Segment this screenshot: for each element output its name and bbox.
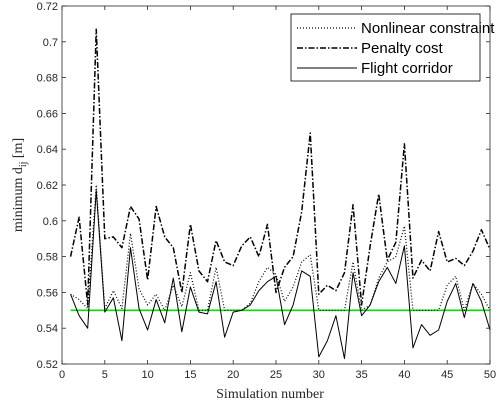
y-tick-label: 0.56 [37, 287, 58, 299]
x-tick-label: 10 [141, 369, 153, 381]
y-tick-label: 0.52 [37, 359, 58, 371]
y-axis-title-subscript: ij [18, 162, 29, 168]
x-axis-title: Simulation number [216, 387, 324, 402]
x-tick-label: 35 [355, 369, 367, 381]
y-axis-ticks: 0.52 0.54 0.56 0.58 0.6 0.62 0.64 0.66 0.68 0.7 0.… [37, 1, 490, 371]
y-tick-label: 0.58 [37, 252, 58, 264]
x-tick-label: 30 [313, 369, 325, 381]
y-tick-label: 0.66 [37, 108, 58, 120]
x-tick-label: 50 [484, 369, 496, 381]
series-line-flight-corridor [70, 189, 491, 360]
y-tick-label: 0.72 [37, 1, 58, 13]
series-line-nonlinear-constraint [70, 184, 491, 311]
legend-label-flight: Flight corridor [361, 60, 453, 77]
legend-label-penalty: Penalty cost [361, 40, 444, 57]
x-tick-label: 15 [184, 369, 196, 381]
y-tick-label: 0.68 [37, 73, 58, 85]
y-tick-label: 0.62 [37, 180, 58, 192]
x-axis-ticks: 0 5 10 15 20 25 30 35 40 45 50 [59, 6, 496, 381]
y-tick-label: 0.54 [37, 323, 58, 335]
y-tick-label: 0.7 [43, 37, 58, 49]
x-tick-label: 5 [102, 369, 108, 381]
legend: Nonlinear constraint Penalty cost Flight… [290, 13, 495, 82]
x-tick-label: 0 [59, 369, 65, 381]
x-tick-label: 20 [227, 369, 239, 381]
y-tick-label: 0.64 [37, 144, 58, 156]
y-axis-title: minimum dij [m] [11, 138, 29, 232]
x-tick-label: 25 [270, 369, 282, 381]
legend-label-nonlinear: Nonlinear constraint [361, 20, 495, 37]
series-layer [69, 28, 491, 360]
series-line-penalty-cost [69, 28, 491, 306]
x-tick-label: 40 [398, 369, 410, 381]
y-axis-title-unit: [m] [11, 138, 26, 162]
y-tick-label: 0.6 [43, 216, 58, 228]
y-axis-title-main: minimum d [11, 167, 26, 232]
x-tick-label: 45 [441, 369, 453, 381]
